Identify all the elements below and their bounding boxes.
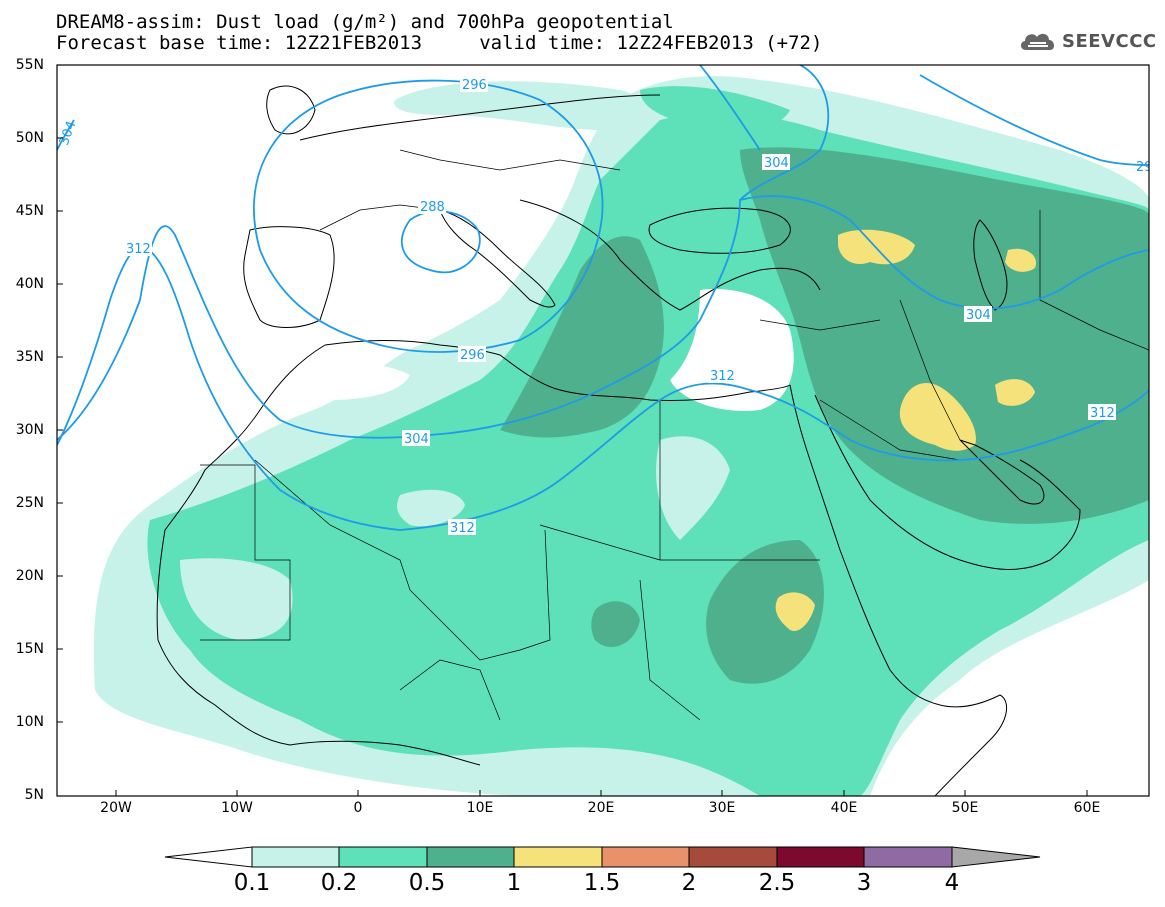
contour-29x-ne: [919, 74, 1149, 166]
clear-area-sudan: [656, 436, 730, 540]
clear-area-sahara: [180, 558, 293, 640]
coast-north-europe: [299, 94, 661, 141]
lon-label: 20E: [587, 800, 615, 816]
colorbar-label: 0.1: [233, 870, 271, 896]
coast-britain: [266, 85, 316, 135]
cloud-icon: [1020, 33, 1055, 50]
clear-area-atlas: [299, 364, 410, 400]
colorbar-label: 0.2: [320, 870, 358, 896]
coast-west-africa: [156, 344, 481, 766]
lon-label: 20W: [100, 800, 132, 816]
lat-label: 45N: [15, 203, 44, 219]
lon-label: 0: [353, 800, 363, 816]
contour-288: [400, 210, 481, 274]
country-borders: [200, 149, 1149, 721]
contour-label: 304: [966, 308, 991, 323]
colorbar-label: 4: [944, 870, 960, 896]
colorbar-label: 0.5: [408, 870, 446, 896]
seevccc-logo: SEEVCCC: [1018, 28, 1157, 54]
coast-caspian: [973, 219, 1008, 311]
border-nigeria: [399, 659, 501, 721]
contour-label: 312: [710, 369, 735, 384]
dust-level-1-area-caspian: [1005, 248, 1036, 272]
colorbar-label: 2.5: [758, 870, 796, 896]
lat-label: 55N: [15, 57, 44, 73]
contour-label: 304: [404, 432, 429, 447]
border-niger-chad: [519, 529, 551, 651]
lon-label: 10W: [221, 800, 253, 816]
colorbar-label: 3: [856, 870, 872, 896]
dust-level-0.5-area-sudan: [706, 540, 824, 684]
lon-label: 10E: [466, 800, 494, 816]
coast-horn: [934, 694, 1008, 796]
border-sudan-chad: [639, 579, 701, 721]
dust-level-0.5-area-libya: [500, 236, 664, 438]
axis-ticks: [57, 64, 1088, 796]
colorbar-label: 1.5: [583, 870, 621, 896]
contour-labels: 304 296 288 312 296 304 312 304 304 312 …: [57, 76, 1153, 536]
map-subtitle: Forecast base time: 12Z21FEB2013 valid t…: [56, 32, 823, 54]
border-central-asia: [1039, 210, 1149, 351]
contour-296-europe: [253, 79, 604, 353]
coast-italy: [439, 209, 556, 308]
lat-label: 35N: [15, 349, 44, 365]
border-mauritania: [200, 464, 291, 641]
lat-label: 40N: [15, 276, 44, 292]
lat-label: 10N: [15, 714, 44, 730]
contour-label: 304: [764, 156, 789, 171]
lon-label: 50E: [951, 800, 979, 816]
lat-label: 30N: [15, 422, 44, 438]
dust-level-0.2-area-north: [640, 86, 790, 131]
border-libya-chad: [539, 524, 661, 561]
coast-arabia: [814, 394, 1081, 570]
coast-north-africa: [324, 339, 791, 402]
dust-level-0.5-area-chad: [591, 601, 640, 648]
lon-label: 40E: [830, 800, 858, 816]
coast-persian-gulf: [959, 439, 1045, 505]
border-mali-niger: [409, 589, 521, 661]
clear-area-libya-low: [397, 489, 465, 527]
lat-label: 25N: [15, 495, 44, 511]
border-turkey-syria: [759, 319, 881, 331]
contour-label: 312: [126, 242, 151, 257]
coast-red-sea: [789, 384, 941, 706]
contour-north-arc: [699, 65, 761, 151]
contour-label: 288: [420, 200, 445, 215]
logo-text: SEEVCCC: [1062, 30, 1157, 52]
dust-level-1-area-sudan: [775, 592, 815, 631]
contour-label: 312: [450, 521, 475, 536]
map-title: DREAM8-assim: Dust load (g/m²) and 700hP…: [56, 11, 674, 33]
lat-label: 5N: [24, 787, 44, 803]
map-plot-area: 304 296 288 312 296 304 312 304 304 312 …: [57, 65, 1153, 796]
lon-label: 30E: [708, 800, 736, 816]
lat-label: 20N: [15, 568, 44, 584]
dust-level-0.1-area-north: [394, 81, 642, 130]
contour-304-loop: [57, 65, 830, 441]
border-saudi-iraq: [819, 399, 961, 461]
contour-label: 312: [1090, 406, 1115, 421]
border-central-europe: [399, 149, 621, 171]
contour-304-west: [57, 119, 75, 151]
border-iran-iraq: [899, 299, 961, 441]
colorbar-label: 2: [681, 870, 697, 896]
contour-label: 296: [462, 78, 487, 93]
colorbar-label: 1: [506, 870, 522, 896]
coast-balkans-turkey: [519, 199, 821, 311]
lon-label: 60E: [1073, 800, 1101, 816]
lat-label: 15N: [15, 641, 44, 657]
lat-label: 50N: [15, 130, 44, 146]
contour-304-east: [739, 195, 1149, 310]
dust-level-1-area-iran: [995, 379, 1035, 406]
contour-label: 296: [460, 348, 485, 363]
contour-label: 29: [1136, 160, 1153, 175]
coastlines: [156, 85, 1081, 796]
coast-black-sea: [648, 207, 791, 254]
border-algeria-mali: [254, 459, 411, 591]
